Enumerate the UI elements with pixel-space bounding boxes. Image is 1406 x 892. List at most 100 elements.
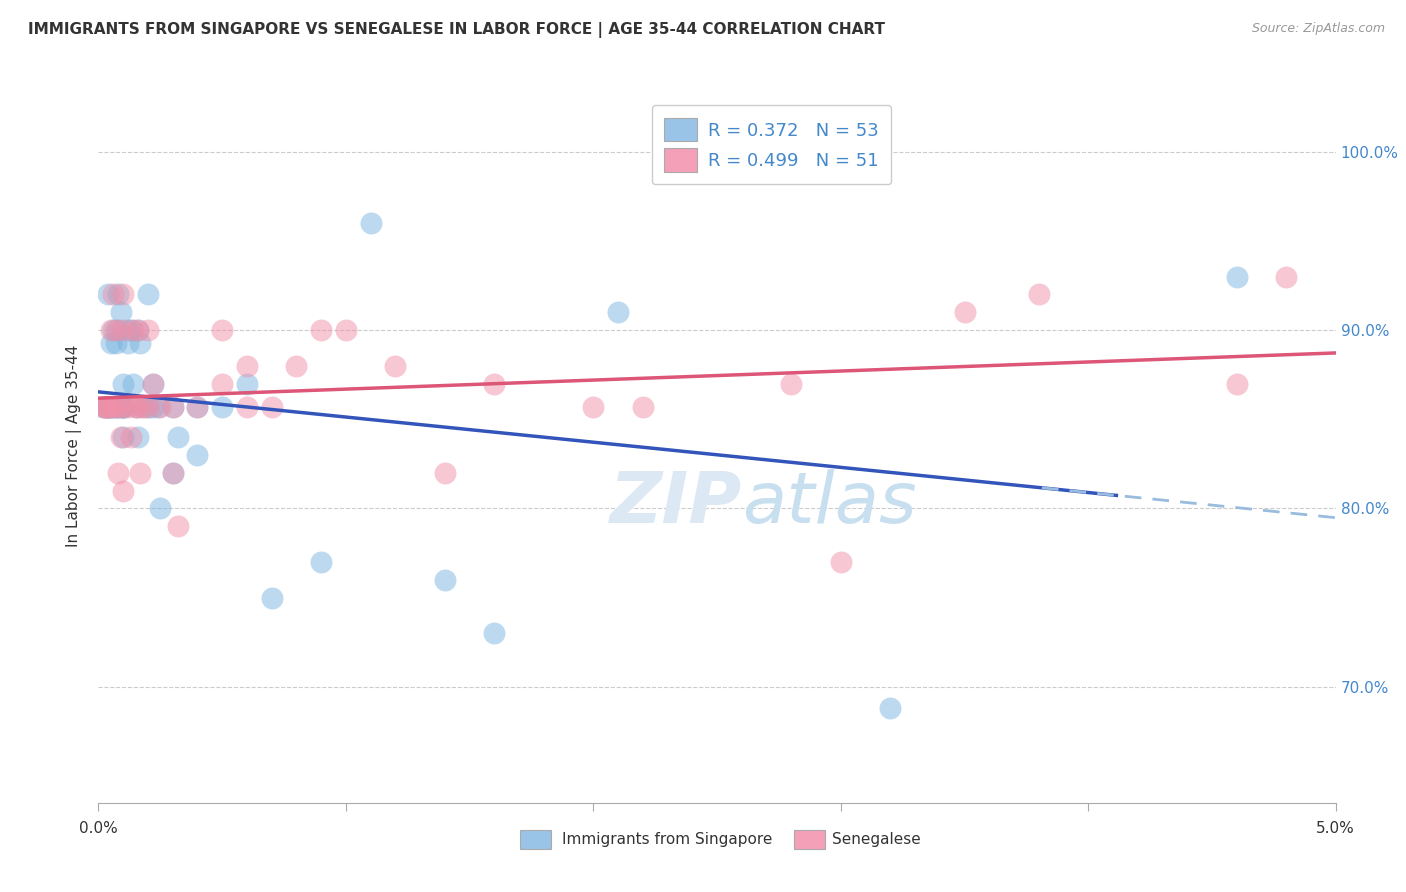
Point [112, 430, 135, 444]
Point [186, 400, 208, 414]
Point [117, 335, 139, 350]
Point [107, 323, 129, 337]
Point [360, 216, 382, 230]
Point [132, 400, 155, 414]
Point [146, 400, 169, 414]
Point [384, 359, 406, 373]
Point [112, 376, 135, 391]
Point [117, 400, 139, 414]
Point [211, 323, 233, 337]
Point [104, 400, 127, 414]
Point [1028, 287, 1050, 301]
Point [104, 400, 127, 414]
Point [97, 400, 120, 414]
Point [780, 376, 803, 391]
Point [103, 323, 125, 337]
Point [100, 400, 122, 414]
Text: ZIP: ZIP [610, 468, 742, 538]
Point [127, 323, 149, 337]
Text: Source: ZipAtlas.com: Source: ZipAtlas.com [1251, 22, 1385, 36]
Point [136, 400, 159, 414]
Point [94, 400, 117, 414]
Point [97, 287, 120, 301]
Point [260, 400, 283, 414]
Point [1226, 376, 1249, 391]
Point [830, 555, 852, 569]
Point [107, 400, 129, 414]
Point [104, 335, 127, 350]
Point [309, 555, 332, 569]
Point [631, 400, 654, 414]
Point [879, 701, 901, 715]
Point [112, 483, 135, 498]
Point [124, 400, 146, 414]
Point [484, 626, 506, 640]
Point [129, 466, 152, 480]
Point [211, 400, 233, 414]
Point [607, 305, 630, 319]
Point [107, 287, 129, 301]
Point [162, 400, 184, 414]
Point [136, 400, 159, 414]
Point [582, 400, 605, 414]
Point [107, 466, 129, 480]
Point [120, 323, 142, 337]
Point [124, 400, 146, 414]
Point [166, 519, 188, 533]
Point [1226, 269, 1249, 284]
Point [122, 376, 145, 391]
Point [94, 400, 117, 414]
Point [97, 400, 120, 414]
Text: Senegalese: Senegalese [832, 832, 921, 847]
Point [103, 400, 125, 414]
Point [433, 466, 456, 480]
Text: 5.0%: 5.0% [1316, 821, 1355, 836]
Text: Immigrants from Singapore: Immigrants from Singapore [562, 832, 773, 847]
Point [94, 400, 117, 414]
Text: atlas: atlas [742, 468, 917, 538]
Y-axis label: In Labor Force | Age 35-44: In Labor Force | Age 35-44 [66, 345, 83, 547]
Point [149, 501, 172, 516]
Point [127, 400, 149, 414]
Point [1275, 269, 1298, 284]
Text: 0.0%: 0.0% [79, 821, 118, 836]
Point [112, 323, 135, 337]
Point [211, 376, 233, 391]
Point [142, 376, 165, 391]
Point [309, 323, 332, 337]
Point [112, 400, 135, 414]
Point [129, 335, 152, 350]
Point [93, 400, 115, 414]
Point [484, 376, 506, 391]
Point [260, 591, 283, 605]
Point [94, 400, 117, 414]
Point [100, 400, 122, 414]
Point [149, 400, 172, 414]
Point [236, 359, 259, 373]
Point [433, 573, 456, 587]
Point [107, 400, 129, 414]
Point [100, 323, 122, 337]
Point [136, 323, 159, 337]
Point [100, 400, 122, 414]
Point [285, 359, 308, 373]
Point [127, 323, 149, 337]
Point [103, 287, 125, 301]
Point [132, 400, 155, 414]
Text: IMMIGRANTS FROM SINGAPORE VS SENEGALESE IN LABOR FORCE | AGE 35-44 CORRELATION C: IMMIGRANTS FROM SINGAPORE VS SENEGALESE … [28, 22, 886, 38]
Point [100, 335, 122, 350]
Point [112, 400, 135, 414]
Point [142, 400, 165, 414]
Legend: R = 0.372   N = 53, R = 0.499   N = 51: R = 0.372 N = 53, R = 0.499 N = 51 [652, 105, 891, 185]
Point [110, 430, 132, 444]
Point [136, 287, 159, 301]
Point [122, 323, 145, 337]
Point [162, 466, 184, 480]
Point [186, 400, 208, 414]
Point [953, 305, 976, 319]
Point [120, 430, 142, 444]
Point [162, 400, 184, 414]
Point [117, 323, 139, 337]
Point [127, 430, 149, 444]
Point [93, 400, 115, 414]
